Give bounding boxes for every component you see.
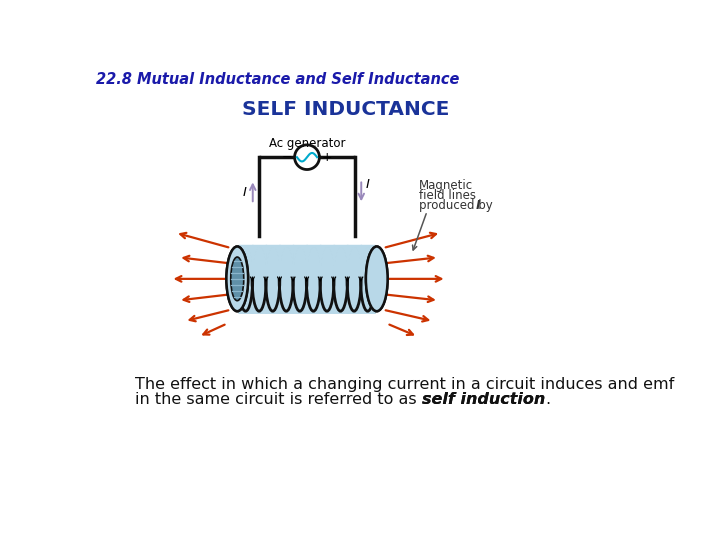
Text: −: − <box>282 151 292 164</box>
Text: self induction: self induction <box>422 392 545 407</box>
Text: Ac generator: Ac generator <box>269 137 346 150</box>
Polygon shape <box>238 247 377 311</box>
Polygon shape <box>294 145 320 170</box>
Text: I: I <box>472 199 480 212</box>
Ellipse shape <box>230 257 244 301</box>
Text: field lines: field lines <box>419 189 477 202</box>
Ellipse shape <box>226 247 248 311</box>
Text: .: . <box>545 392 550 407</box>
Text: produced by: produced by <box>419 199 493 212</box>
Text: I: I <box>243 186 246 199</box>
Text: self induction: self induction <box>422 392 545 407</box>
Ellipse shape <box>230 257 244 301</box>
Ellipse shape <box>366 247 387 311</box>
Text: Magnetic: Magnetic <box>419 179 474 192</box>
Text: The effect in which a changing current in a circuit induces and emf: The effect in which a changing current i… <box>135 377 674 392</box>
Text: 22.8 Mutual Inductance and Self Inductance: 22.8 Mutual Inductance and Self Inductan… <box>96 72 459 87</box>
Ellipse shape <box>226 247 248 311</box>
Ellipse shape <box>366 247 387 311</box>
Text: I: I <box>366 178 370 191</box>
Text: +: + <box>322 151 333 164</box>
Text: SELF INDUCTANCE: SELF INDUCTANCE <box>242 100 449 119</box>
Text: in the same circuit is referred to as: in the same circuit is referred to as <box>135 392 422 407</box>
